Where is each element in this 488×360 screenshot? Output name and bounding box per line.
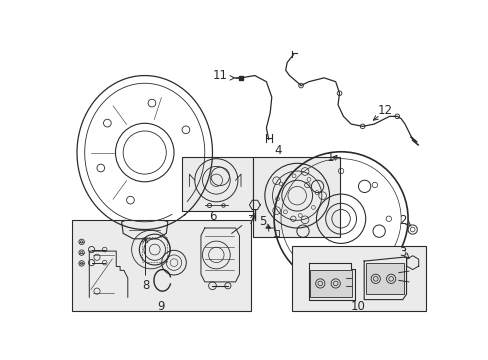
Bar [71,220,250,311]
Text: 11: 11 [212,69,227,82]
Text: 6: 6 [208,210,216,223]
Text: 9: 9 [157,300,164,313]
Bar [291,246,425,311]
Text: 10: 10 [350,301,365,314]
Text: 12: 12 [377,104,392,117]
Text: 8: 8 [142,279,149,292]
Text: 1: 1 [326,150,333,164]
Bar [182,157,253,211]
Bar [310,270,351,297]
Text: 5: 5 [258,215,265,228]
Bar [253,157,339,237]
Bar [365,264,404,294]
Text: 4: 4 [274,144,281,157]
Text: 3: 3 [398,246,406,259]
Text: 2: 2 [398,214,406,227]
Text: 7: 7 [247,214,255,227]
